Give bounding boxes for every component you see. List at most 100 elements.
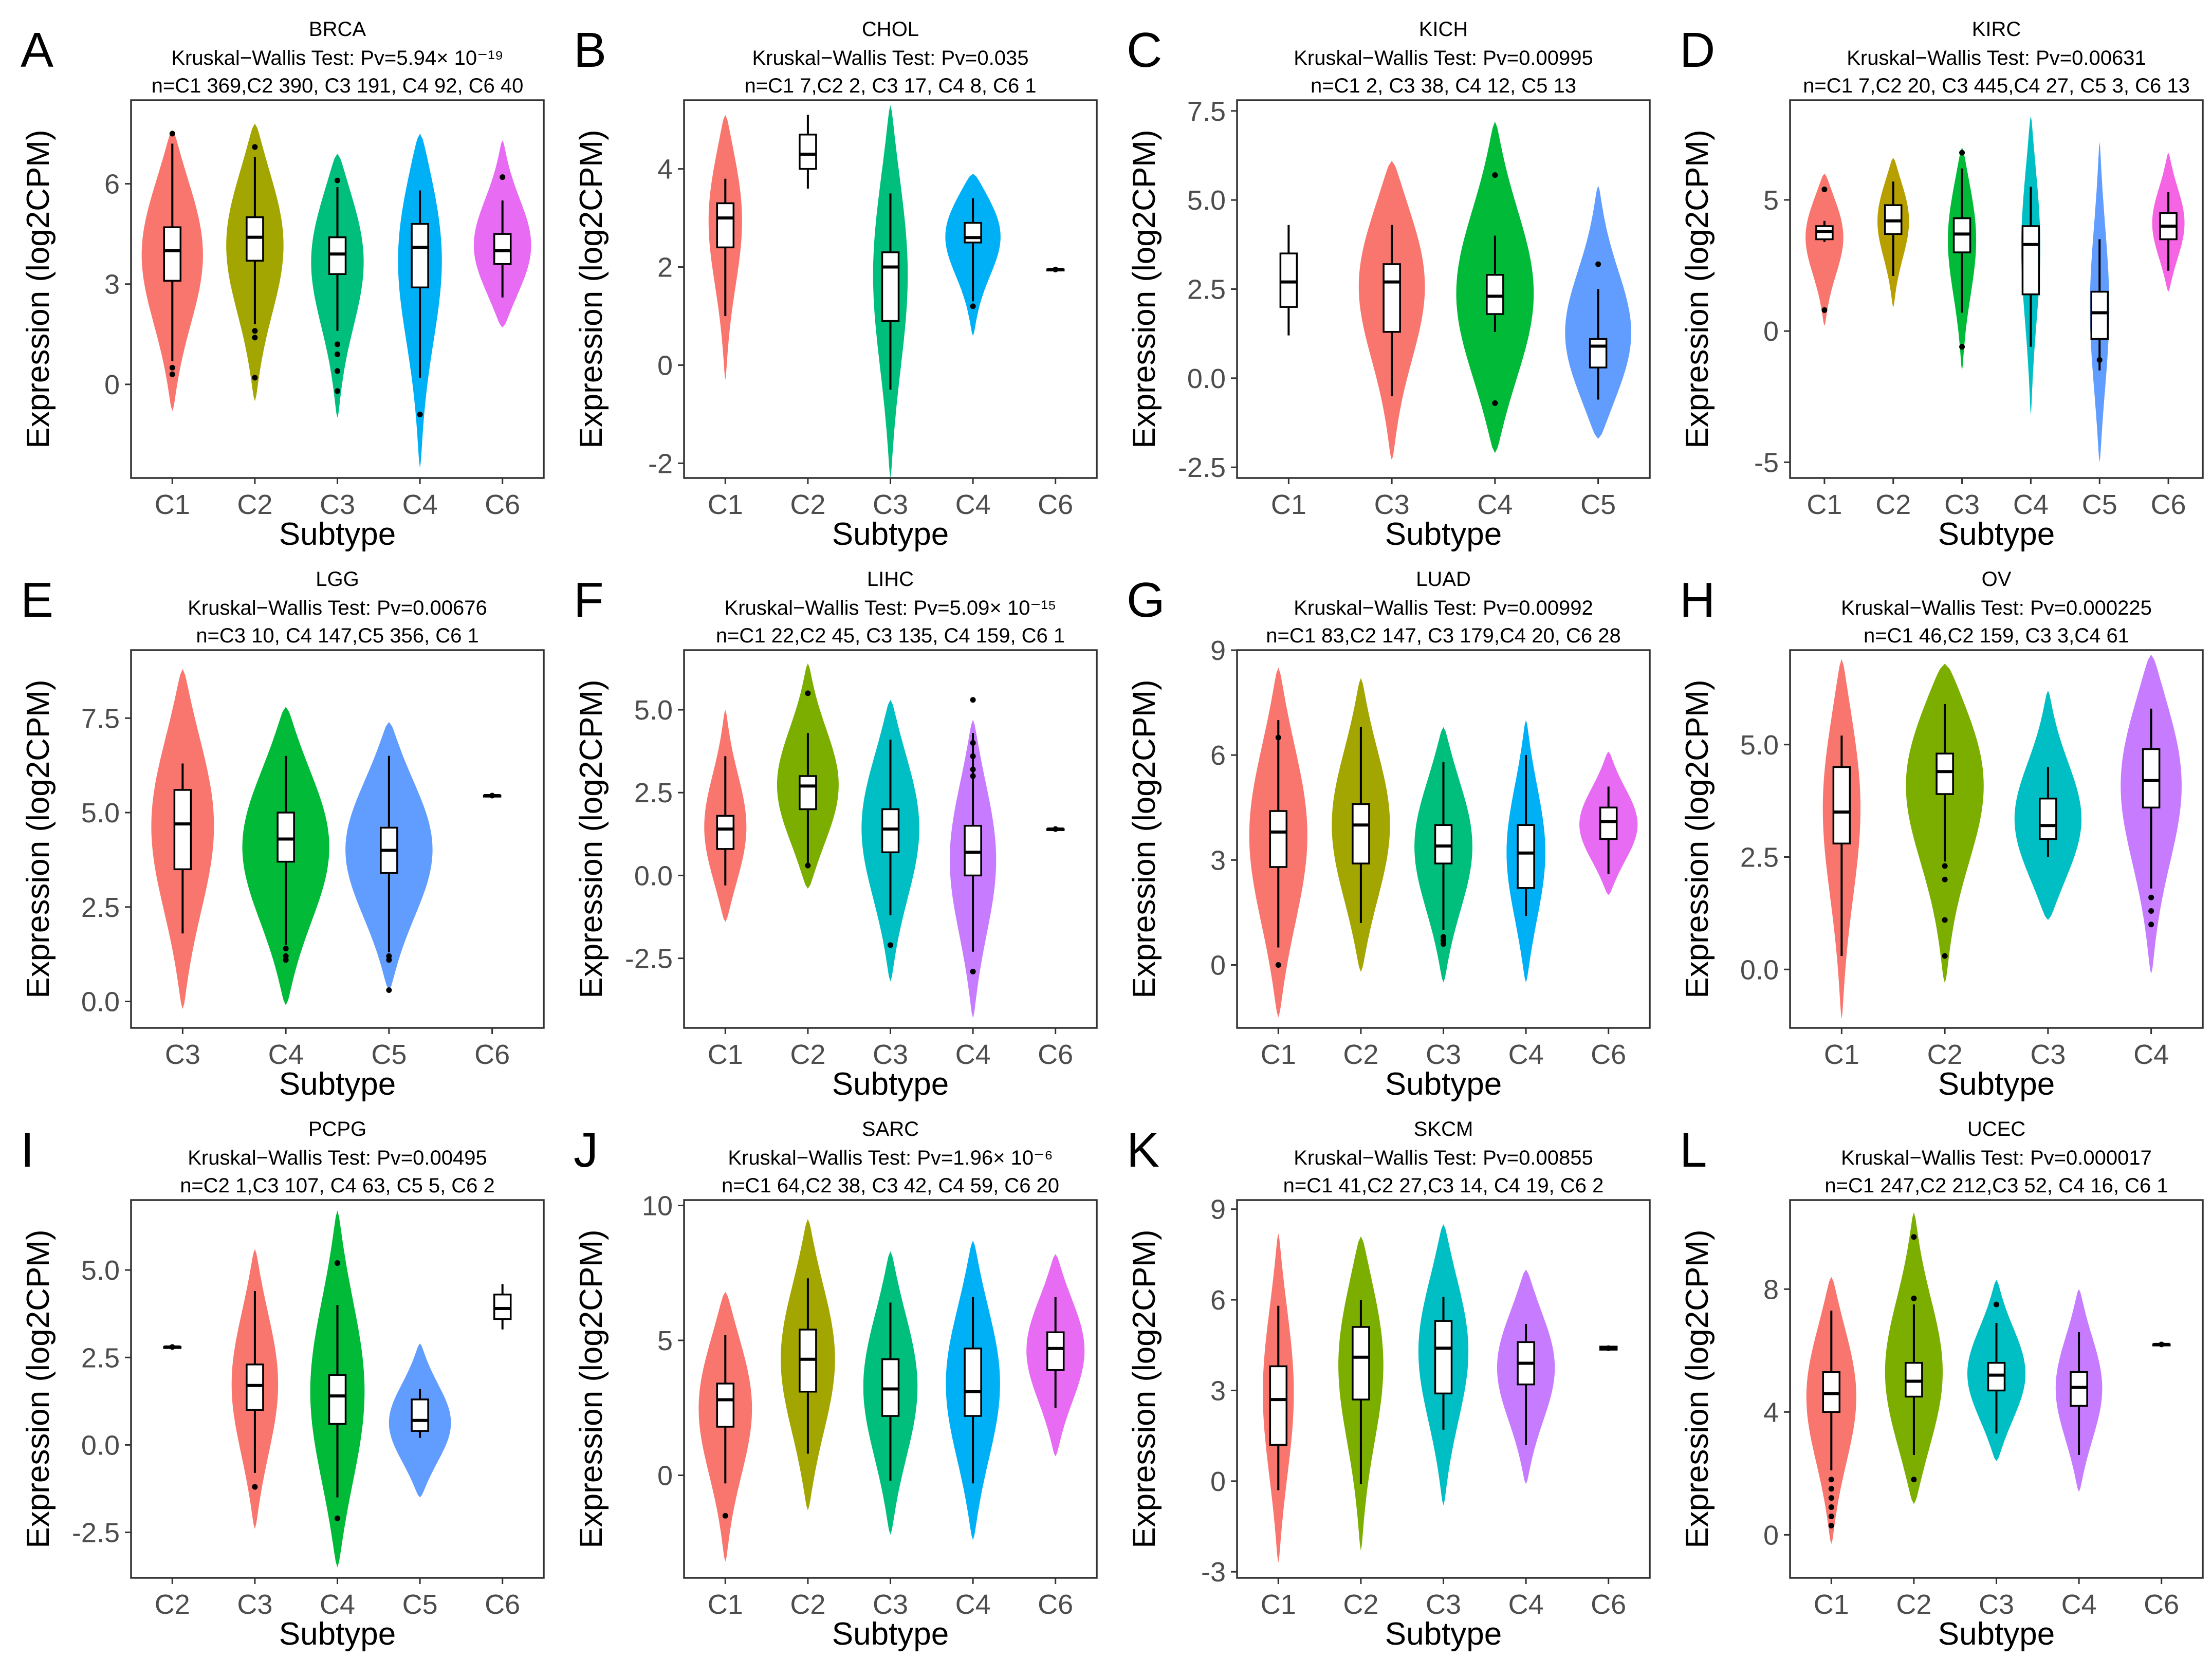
y-tick-label: 0 bbox=[1210, 1466, 1226, 1497]
violin-group-c3 bbox=[151, 669, 214, 1009]
outlier-point bbox=[1828, 1495, 1834, 1501]
violin-group-c6 bbox=[1579, 751, 1638, 895]
outlier-point bbox=[1828, 1477, 1834, 1483]
box bbox=[493, 233, 512, 265]
x-tick-label: C4 bbox=[955, 1039, 991, 1070]
y-tick-label: 4 bbox=[1763, 1397, 1779, 1428]
y-tick-label: 7.5 bbox=[81, 703, 120, 734]
y-tick-label: 2.5 bbox=[634, 778, 673, 808]
y-axis-label: Expression (log2CPM) bbox=[1127, 130, 1162, 448]
panel-k: K SKCM Kruskal−Wallis Test: Pv=0.00855 n=C1… bbox=[1127, 1118, 1651, 1652]
x-tick-label: C3 bbox=[1374, 489, 1410, 520]
violin-group-c6 bbox=[1599, 1345, 1618, 1351]
violin-group-c4 bbox=[2021, 116, 2040, 415]
x-tick-label: C1 bbox=[1271, 489, 1306, 520]
y-tick-label: 6 bbox=[1210, 740, 1226, 771]
outlier-point bbox=[1959, 344, 1965, 350]
y-tick-label: 0.0 bbox=[634, 860, 673, 891]
violin-group-c4 bbox=[2055, 1289, 2103, 1492]
panel-letter: K bbox=[1127, 1122, 1159, 1177]
y-tick-label: 5.0 bbox=[81, 1255, 120, 1286]
y-tick-label: 9 bbox=[1210, 635, 1226, 666]
violin-group-c6 bbox=[493, 1284, 512, 1330]
panel-title: CHOL bbox=[862, 18, 919, 41]
panel-h: H OV Kruskal−Wallis Test: Pv=0.000225 n=C1 … bbox=[1680, 568, 2204, 1102]
box bbox=[2090, 290, 2109, 340]
y-tick-label: 6 bbox=[104, 169, 120, 200]
y-tick-label: 2.5 bbox=[1740, 842, 1779, 873]
plot-frame bbox=[1236, 1199, 1651, 1579]
box bbox=[1352, 803, 1370, 864]
outlier-point bbox=[1492, 400, 1498, 406]
outlier-point bbox=[2159, 1341, 2165, 1348]
sample-counts: n=C1 7,C2 2, C3 17, C4 8, C6 1 bbox=[744, 75, 1036, 97]
x-tick-label: C4 bbox=[1477, 489, 1513, 520]
violin-group-c6 bbox=[1026, 1254, 1085, 1457]
y-axis-label: Expression (log2CPM) bbox=[574, 679, 609, 998]
y-tick-label: 0.0 bbox=[81, 1430, 120, 1461]
x-tick-label: C1 bbox=[708, 489, 743, 520]
x-tick-label: C6 bbox=[474, 1039, 510, 1070]
x-tick-label: C4 bbox=[320, 1589, 355, 1620]
box bbox=[328, 236, 347, 275]
violin-group-c3 bbox=[1948, 147, 1977, 371]
x-tick-label: C2 bbox=[237, 489, 272, 520]
panel-g: G LUAD Kruskal−Wallis Test: Pv=0.00992 n=C1… bbox=[1127, 568, 1651, 1102]
box bbox=[1046, 1331, 1065, 1371]
panel-letter: J bbox=[574, 1122, 598, 1177]
y-axis-label: Expression (log2CPM) bbox=[21, 1229, 56, 1548]
violin-group-c3 bbox=[1414, 727, 1472, 983]
x-tick-label: C1 bbox=[155, 489, 190, 520]
x-tick-label: C4 bbox=[955, 489, 991, 520]
outlier-point bbox=[1595, 261, 1601, 267]
outlier-point bbox=[1275, 962, 1281, 968]
outlier-point bbox=[252, 375, 258, 381]
x-axis-label: Subtype bbox=[832, 1616, 949, 1652]
y-tick-label: 3 bbox=[1210, 845, 1226, 876]
x-tick-label: C1 bbox=[1261, 1589, 1296, 1620]
box bbox=[964, 824, 982, 877]
x-tick-label: C4 bbox=[955, 1589, 991, 1620]
outlier-point bbox=[489, 793, 495, 799]
panel-title: SKCM bbox=[1414, 1118, 1473, 1140]
outlier-point bbox=[386, 953, 392, 959]
x-axis-label: Subtype bbox=[279, 1066, 396, 1102]
violin-group-c3 bbox=[1358, 160, 1425, 460]
outlier-point bbox=[1828, 1522, 1834, 1528]
panel-letter: L bbox=[1680, 1122, 1707, 1177]
violin-group-c1 bbox=[708, 115, 742, 380]
x-tick-label: C2 bbox=[790, 1039, 825, 1070]
violin-group-c6 bbox=[1046, 266, 1065, 272]
outlier-point bbox=[2148, 894, 2154, 900]
outlier-point bbox=[335, 388, 340, 394]
panel-letter: I bbox=[21, 1122, 34, 1177]
outlier-point bbox=[252, 328, 258, 334]
x-tick-label: C5 bbox=[1580, 489, 1616, 520]
y-tick-label: -2.5 bbox=[1178, 452, 1226, 483]
violin-group-c3 bbox=[863, 1251, 918, 1535]
x-tick-label: C2 bbox=[1875, 489, 1911, 520]
box bbox=[1269, 1365, 1288, 1446]
panel-j: J SARC Kruskal−Wallis Test: Pv=1.96× 10⁻⁶ n… bbox=[574, 1118, 1098, 1652]
y-axis-label: Expression (log2CPM) bbox=[1680, 679, 1715, 998]
y-tick-label: 0 bbox=[1763, 1520, 1779, 1551]
y-axis-label: Expression (log2CPM) bbox=[574, 1229, 609, 1548]
outlier-point bbox=[1828, 1486, 1834, 1492]
violin-group-c4 bbox=[1497, 1269, 1555, 1484]
plot-frame bbox=[683, 649, 1098, 1029]
box bbox=[246, 1364, 264, 1411]
panel-title: SARC bbox=[862, 1118, 919, 1140]
x-tick-label: C3 bbox=[1944, 489, 1980, 520]
violin-group-c2 bbox=[777, 663, 839, 889]
violin-group-c1 bbox=[1822, 659, 1860, 1019]
box bbox=[799, 134, 817, 170]
outlier-point bbox=[1942, 953, 1948, 959]
x-tick-label: C2 bbox=[790, 489, 825, 520]
violin-group-c4 bbox=[946, 1240, 1000, 1540]
y-tick-label: 5.0 bbox=[1740, 730, 1779, 761]
box bbox=[716, 1383, 735, 1428]
panel-title: UCEC bbox=[1967, 1118, 2025, 1140]
x-tick-label: C2 bbox=[790, 1589, 825, 1620]
violin-group-c2 bbox=[799, 115, 817, 189]
violin-group-c4 bbox=[242, 707, 329, 1005]
